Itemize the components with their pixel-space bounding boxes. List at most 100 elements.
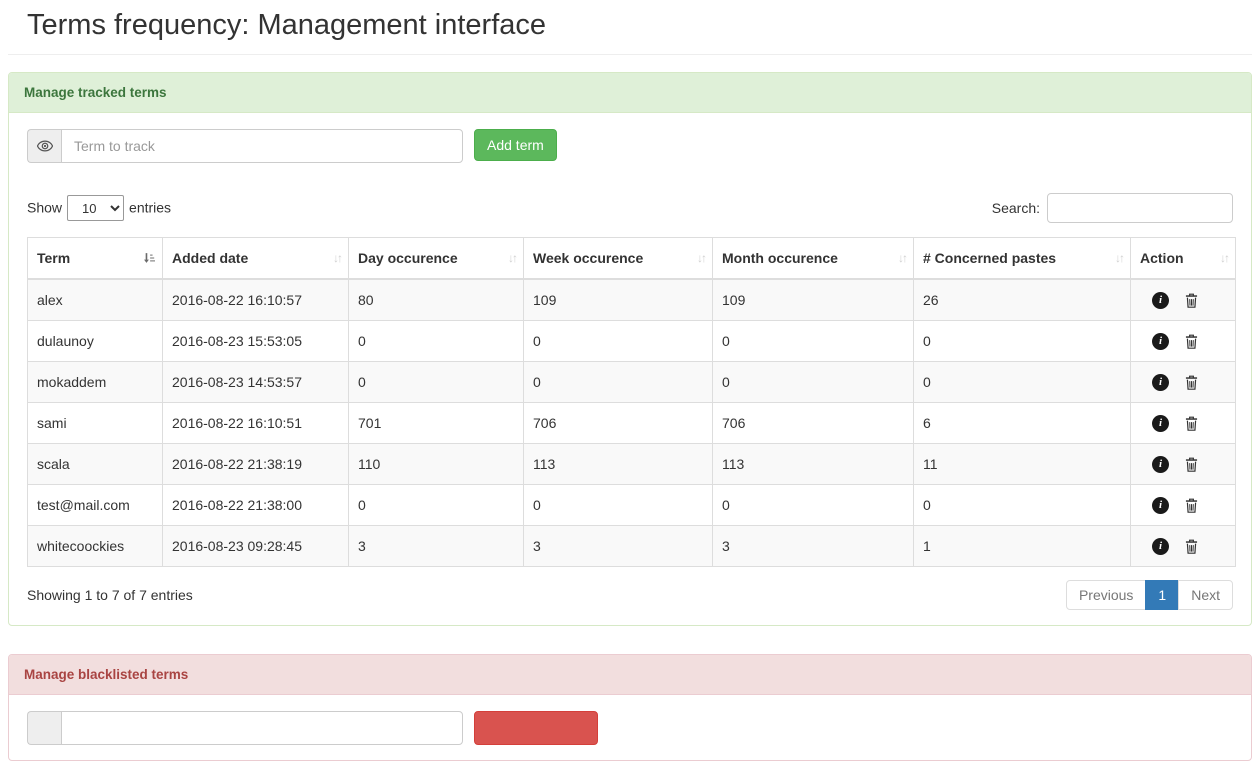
cell-pastes: 26 <box>914 279 1131 321</box>
cell-action: i <box>1131 485 1236 526</box>
cell-action: i <box>1131 362 1236 403</box>
cell-week: 706 <box>524 403 713 444</box>
column-header-week-occurence[interactable]: Week occurence ↓↑ <box>524 238 713 280</box>
term-info-icon[interactable]: i <box>1152 374 1169 391</box>
blacklisted-terms-panel: Manage blacklisted terms <box>8 654 1252 761</box>
column-header-day-occurence[interactable]: Day occurence ↓↑ <box>349 238 524 280</box>
track-term-input-group <box>27 129 463 163</box>
cell-month: 109 <box>713 279 914 321</box>
cell-pastes: 6 <box>914 403 1131 444</box>
table-header-row: Term Added date <box>28 238 1236 280</box>
term-delete-icon[interactable] <box>1185 375 1198 390</box>
page-title: Terms frequency: Management interface <box>27 9 1252 42</box>
search-input[interactable] <box>1047 193 1233 223</box>
table-length-control: Show 10 entries <box>27 195 171 221</box>
blacklisted-terms-panel-heading: Manage blacklisted terms <box>9 655 1251 695</box>
column-header-added-date[interactable]: Added date ↓↑ <box>163 238 349 280</box>
cell-pastes: 0 <box>914 485 1131 526</box>
sort-both-icon: ↓↑ <box>1115 248 1123 268</box>
cell-week: 0 <box>524 485 713 526</box>
cell-action: i <box>1131 444 1236 485</box>
entries-label: entries <box>129 200 171 216</box>
column-header-concerned-pastes[interactable]: # Concerned pastes ↓↑ <box>914 238 1131 280</box>
term-info-icon[interactable]: i <box>1152 538 1169 555</box>
cell-day: 0 <box>349 321 524 362</box>
cell-pastes: 11 <box>914 444 1131 485</box>
cell-day: 701 <box>349 403 524 444</box>
cell-action: i <box>1131 403 1236 444</box>
table-info-text: Showing 1 to 7 of 7 entries <box>27 587 193 603</box>
cell-week: 0 <box>524 321 713 362</box>
term-delete-icon[interactable] <box>1185 498 1198 513</box>
search-label: Search: <box>992 200 1040 216</box>
add-term-button[interactable]: Add term <box>474 129 557 161</box>
cell-added_date: 2016-08-22 16:10:51 <box>163 403 349 444</box>
sort-both-icon: ↓↑ <box>508 248 516 268</box>
cell-month: 0 <box>713 321 914 362</box>
term-delete-icon[interactable] <box>1185 416 1198 431</box>
pagination-page-1[interactable]: 1 <box>1146 580 1179 610</box>
cell-week: 0 <box>524 362 713 403</box>
table-search-control: Search: <box>992 193 1233 223</box>
cell-month: 3 <box>713 526 914 567</box>
cell-term: dulaunoy <box>28 321 163 362</box>
blacklist-add-button[interactable] <box>474 711 598 745</box>
cell-month: 113 <box>713 444 914 485</box>
cell-added_date: 2016-08-22 21:38:00 <box>163 485 349 526</box>
cell-term: mokaddem <box>28 362 163 403</box>
term-info-icon[interactable]: i <box>1152 415 1169 432</box>
term-delete-icon[interactable] <box>1185 539 1198 554</box>
cell-action: i <box>1131 526 1236 567</box>
cell-term: test@mail.com <box>28 485 163 526</box>
blacklist-term-input[interactable] <box>61 711 463 745</box>
cell-week: 113 <box>524 444 713 485</box>
sort-both-icon: ↓↑ <box>333 248 341 268</box>
cell-day: 0 <box>349 485 524 526</box>
column-header-term[interactable]: Term <box>28 238 163 280</box>
cell-week: 3 <box>524 526 713 567</box>
cell-added_date: 2016-08-22 21:38:19 <box>163 444 349 485</box>
cell-month: 0 <box>713 362 914 403</box>
cell-week: 109 <box>524 279 713 321</box>
column-header-action[interactable]: Action ↓↑ <box>1131 238 1236 280</box>
term-info-icon[interactable]: i <box>1152 456 1169 473</box>
cell-day: 3 <box>349 526 524 567</box>
show-label: Show <box>27 200 62 216</box>
term-delete-icon[interactable] <box>1185 457 1198 472</box>
cell-term: alex <box>28 279 163 321</box>
sort-both-icon: ↓↑ <box>1220 248 1228 268</box>
cell-pastes: 0 <box>914 362 1131 403</box>
term-delete-icon[interactable] <box>1185 334 1198 349</box>
blacklisted-terms-panel-body <box>9 695 1251 760</box>
cell-pastes: 1 <box>914 526 1131 567</box>
column-header-month-occurence[interactable]: Month occurence ↓↑ <box>713 238 914 280</box>
term-info-icon[interactable]: i <box>1152 292 1169 309</box>
blacklist-addon-icon <box>27 711 61 745</box>
term-delete-icon[interactable] <box>1185 293 1198 308</box>
cell-added_date: 2016-08-23 09:28:45 <box>163 526 349 567</box>
cell-day: 110 <box>349 444 524 485</box>
sort-asc-icon <box>142 252 155 265</box>
sort-both-icon: ↓↑ <box>898 248 906 268</box>
pagination-next[interactable]: Next <box>1179 580 1233 610</box>
pagination: Previous 1 Next <box>1066 580 1233 610</box>
cell-term: scala <box>28 444 163 485</box>
page-length-select[interactable]: 10 <box>67 195 124 221</box>
term-info-icon[interactable]: i <box>1152 497 1169 514</box>
page-header: Terms frequency: Management interface <box>8 0 1252 55</box>
eye-icon <box>27 129 61 163</box>
term-info-icon[interactable]: i <box>1152 333 1169 350</box>
cell-day: 80 <box>349 279 524 321</box>
cell-month: 0 <box>713 485 914 526</box>
cell-pastes: 0 <box>914 321 1131 362</box>
cell-term: sami <box>28 403 163 444</box>
cell-day: 0 <box>349 362 524 403</box>
pagination-previous[interactable]: Previous <box>1066 580 1146 610</box>
track-term-input[interactable] <box>61 129 463 163</box>
